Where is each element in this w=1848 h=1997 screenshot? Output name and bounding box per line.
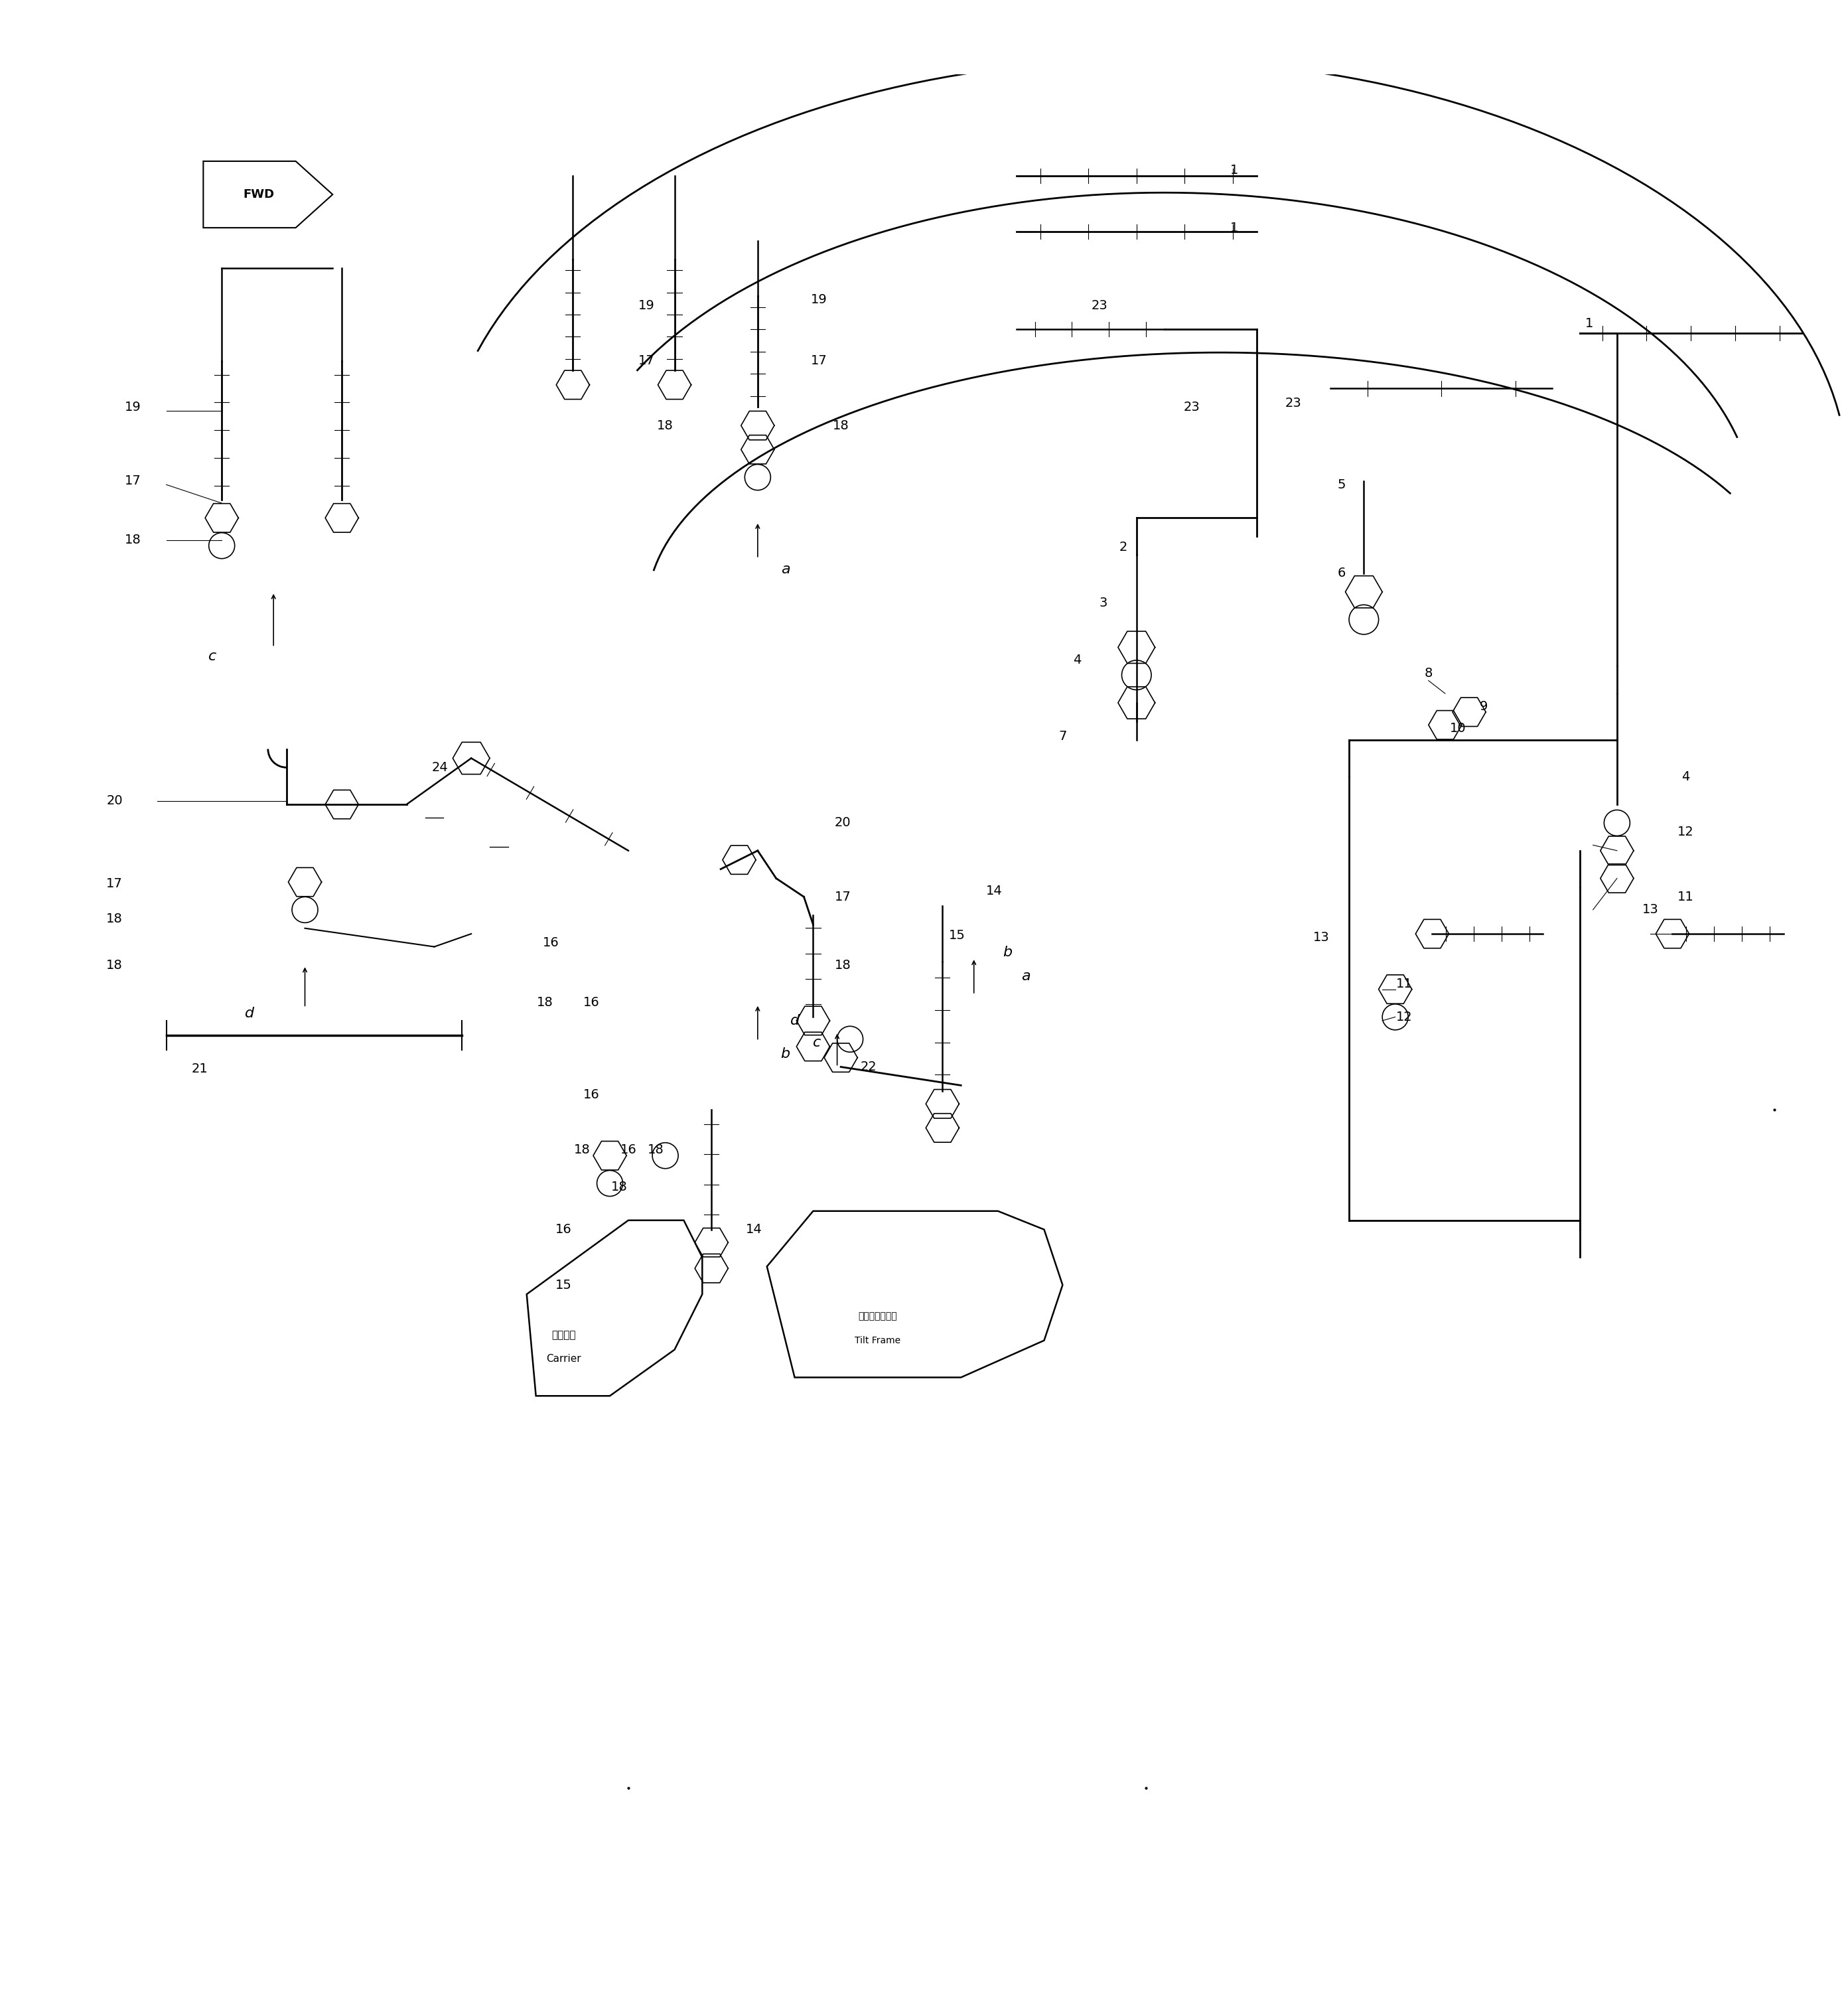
Text: 14: 14	[747, 1224, 761, 1236]
Text: 18: 18	[126, 533, 140, 547]
Text: 19: 19	[126, 401, 140, 413]
Text: 23: 23	[1185, 401, 1199, 413]
Text: 17: 17	[126, 475, 140, 487]
Text: 13: 13	[1314, 931, 1329, 945]
Text: 11: 11	[1397, 977, 1412, 991]
Text: d: d	[244, 1006, 255, 1020]
Text: a: a	[782, 563, 789, 577]
Text: 16: 16	[584, 997, 599, 1008]
Text: 4: 4	[1074, 653, 1081, 667]
Text: 6: 6	[1338, 567, 1345, 579]
Text: 23: 23	[1286, 397, 1301, 409]
Text: 14: 14	[987, 885, 1002, 897]
Text: 18: 18	[612, 1180, 626, 1194]
Text: c: c	[813, 1036, 821, 1050]
Text: 17: 17	[107, 877, 122, 891]
Text: 16: 16	[584, 1088, 599, 1100]
Text: 12: 12	[1678, 827, 1693, 839]
Text: Tilt Frame: Tilt Frame	[856, 1336, 900, 1346]
Text: 2: 2	[1120, 541, 1127, 553]
Text: b: b	[1002, 947, 1013, 959]
Text: 22: 22	[861, 1060, 876, 1072]
Text: FWD: FWD	[244, 188, 274, 200]
Text: 18: 18	[658, 419, 673, 431]
Text: チルトフレーム: チルトフレーム	[857, 1312, 898, 1322]
Text: 16: 16	[621, 1144, 636, 1156]
Text: 19: 19	[811, 294, 826, 306]
Text: 23: 23	[1092, 300, 1107, 312]
Text: 18: 18	[833, 419, 848, 431]
Text: 18: 18	[835, 959, 850, 971]
Text: 18: 18	[107, 959, 122, 971]
Text: 17: 17	[639, 355, 654, 367]
Text: 3: 3	[1100, 597, 1107, 609]
Text: 1: 1	[1231, 164, 1238, 178]
Text: キャリヤ: キャリヤ	[551, 1330, 577, 1340]
Text: 1: 1	[1586, 318, 1593, 330]
Text: 16: 16	[543, 937, 558, 949]
Text: 17: 17	[811, 355, 826, 367]
Text: 11: 11	[1678, 891, 1693, 903]
Text: 15: 15	[950, 929, 965, 943]
Text: 18: 18	[575, 1144, 590, 1156]
Text: 20: 20	[835, 817, 850, 829]
Text: 20: 20	[107, 795, 122, 807]
Text: 1: 1	[1231, 222, 1238, 234]
Text: 18: 18	[107, 913, 122, 925]
Text: 8: 8	[1425, 667, 1432, 679]
Text: a: a	[1022, 971, 1029, 983]
Text: 21: 21	[192, 1062, 207, 1074]
Text: 18: 18	[538, 997, 553, 1008]
Text: 17: 17	[835, 891, 850, 903]
Text: 19: 19	[639, 300, 654, 312]
Text: d: d	[789, 1014, 800, 1026]
Text: 7: 7	[1059, 729, 1066, 743]
Text: 10: 10	[1451, 723, 1465, 735]
Text: b: b	[780, 1046, 791, 1060]
Text: 16: 16	[556, 1224, 571, 1236]
Text: c: c	[209, 649, 216, 663]
Text: 4: 4	[1682, 771, 1689, 783]
Text: Carrier: Carrier	[547, 1354, 580, 1364]
Text: 15: 15	[556, 1278, 571, 1292]
Text: 13: 13	[1643, 903, 1658, 917]
Text: 9: 9	[1480, 701, 1488, 713]
Text: 5: 5	[1338, 479, 1345, 491]
Text: 12: 12	[1397, 1010, 1412, 1022]
Text: 24: 24	[432, 761, 447, 773]
Text: 18: 18	[649, 1144, 663, 1156]
